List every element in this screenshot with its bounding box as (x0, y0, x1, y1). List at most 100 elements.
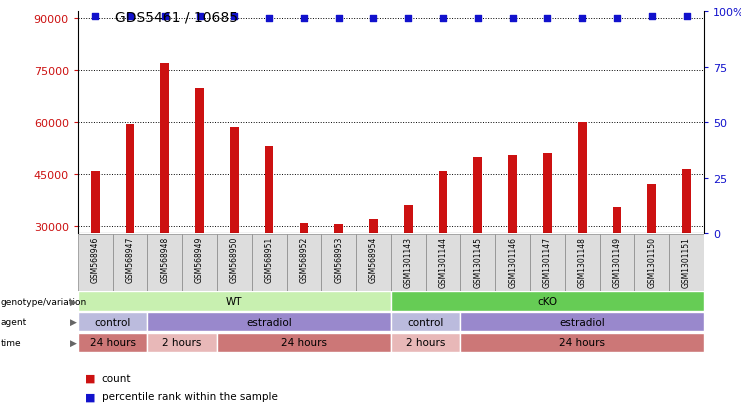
Bar (334, 225, 343, 233)
Text: GSM568948: GSM568948 (160, 237, 169, 282)
Point (576, 16, 588, 22)
Point (368, 16, 379, 22)
Bar (391, 234, 425, 291)
Point (402, 16, 414, 22)
Text: GSM568954: GSM568954 (369, 237, 378, 283)
Text: GDS5461 / 10685: GDS5461 / 10685 (115, 10, 238, 24)
Text: count: count (102, 373, 131, 383)
Bar (565, 234, 599, 291)
Bar (78, 333, 147, 352)
Text: estradiol: estradiol (559, 317, 605, 327)
Text: 24 hours: 24 hours (559, 337, 605, 348)
Text: WT: WT (226, 296, 242, 306)
Text: genotype/variation: genotype/variation (1, 297, 87, 306)
Text: GSM568950: GSM568950 (230, 237, 239, 283)
Text: ■: ■ (85, 392, 96, 401)
Point (124, 14, 136, 20)
Bar (369, 220, 378, 233)
Text: ▶: ▶ (70, 338, 76, 347)
Bar (460, 312, 704, 332)
Bar (78, 234, 113, 291)
Text: 24 hours: 24 hours (281, 337, 327, 348)
Text: GSM1301151: GSM1301151 (682, 237, 691, 287)
Bar (391, 292, 704, 311)
Text: GSM568949: GSM568949 (195, 237, 204, 283)
Bar (356, 234, 391, 291)
Bar (287, 234, 322, 291)
Point (89, 14, 101, 20)
Text: estradiol: estradiol (246, 317, 292, 327)
Bar (126, 125, 134, 233)
Bar (404, 206, 413, 233)
Point (472, 16, 484, 22)
Text: GSM1301148: GSM1301148 (578, 237, 587, 287)
Text: GSM568946: GSM568946 (90, 237, 100, 283)
Bar (578, 123, 587, 233)
Text: percentile rank within the sample: percentile rank within the sample (102, 392, 277, 401)
Bar (473, 157, 482, 233)
Bar (182, 234, 217, 291)
Text: GSM568953: GSM568953 (334, 237, 343, 283)
Bar (634, 234, 669, 291)
Bar (508, 156, 517, 233)
Bar (682, 169, 691, 233)
Bar (217, 333, 391, 352)
Point (193, 14, 205, 20)
Bar (322, 234, 356, 291)
Bar (648, 185, 656, 233)
Point (159, 14, 170, 20)
Bar (391, 312, 460, 332)
Text: ▶: ▶ (70, 297, 76, 306)
Text: 24 hours: 24 hours (90, 337, 136, 348)
Bar (78, 312, 147, 332)
Bar (391, 333, 460, 352)
Point (298, 16, 310, 22)
Bar (669, 234, 704, 291)
Text: GSM1301147: GSM1301147 (543, 237, 552, 287)
Point (333, 16, 345, 22)
Bar (195, 88, 204, 233)
Bar (495, 234, 530, 291)
Bar (160, 64, 169, 233)
Text: 2 hours: 2 hours (406, 337, 445, 348)
Text: control: control (408, 317, 444, 327)
Text: GSM568952: GSM568952 (299, 237, 308, 282)
Text: GSM1301149: GSM1301149 (613, 237, 622, 287)
Bar (113, 234, 147, 291)
Point (437, 16, 449, 22)
Text: agent: agent (1, 318, 27, 326)
Bar (599, 234, 634, 291)
Point (611, 16, 623, 22)
Text: GSM1301150: GSM1301150 (648, 237, 657, 287)
Bar (230, 128, 239, 233)
Text: control: control (94, 317, 130, 327)
Point (646, 14, 658, 20)
Text: ■: ■ (85, 373, 96, 383)
Bar (543, 154, 552, 233)
Text: ▶: ▶ (70, 318, 76, 326)
Text: time: time (1, 338, 21, 347)
Bar (252, 234, 287, 291)
Text: 2 hours: 2 hours (162, 337, 202, 348)
Bar (613, 207, 622, 233)
Bar (530, 234, 565, 291)
Point (263, 16, 275, 22)
Bar (78, 292, 391, 311)
Bar (265, 147, 273, 233)
Bar (147, 312, 391, 332)
Bar (147, 234, 182, 291)
Bar (147, 333, 217, 352)
Text: GSM568951: GSM568951 (265, 237, 273, 282)
Bar (299, 223, 308, 233)
Point (542, 16, 554, 22)
Text: GSM1301143: GSM1301143 (404, 237, 413, 287)
Text: GSM1301144: GSM1301144 (439, 237, 448, 287)
Text: GSM568947: GSM568947 (125, 237, 134, 283)
Bar (91, 171, 99, 233)
Text: GSM1301145: GSM1301145 (473, 237, 482, 287)
Point (228, 14, 240, 20)
Bar (460, 234, 495, 291)
Point (681, 14, 693, 20)
Point (507, 16, 519, 22)
Bar (217, 234, 252, 291)
